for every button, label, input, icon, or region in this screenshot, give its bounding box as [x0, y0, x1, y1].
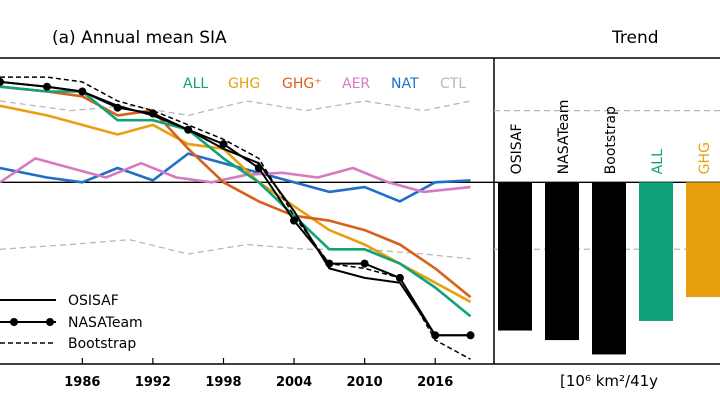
- nasateam-point: [0, 77, 4, 86]
- legend-marker-nasateam-2: [46, 318, 54, 326]
- x-tick-label: 2010: [347, 375, 383, 390]
- nasateam-point: [184, 125, 193, 134]
- ctl-band-lower: [0, 239, 471, 260]
- legend-entry-nat: NAT: [391, 76, 419, 92]
- trend-bar-osisaf: [498, 182, 532, 331]
- nasateam-point: [254, 164, 263, 172]
- nasateam-point: [78, 87, 87, 96]
- nasateam-point: [466, 331, 475, 340]
- legend-entry-osisaf: OSISAF: [68, 293, 119, 309]
- legend-entry-aer: AER: [342, 76, 370, 92]
- trend-label-osisaf: OSISAF: [509, 124, 525, 175]
- trend-bar-bootstrap: [592, 182, 626, 355]
- nasateam-point: [148, 109, 157, 118]
- x-tick-label: 2004: [276, 375, 312, 390]
- nasateam-point: [360, 259, 369, 268]
- series-line-all: [0, 85, 472, 318]
- series-line-ghg-plus: [0, 85, 472, 299]
- x-axis: 1986 1992 1998 2004 2010 2016: [64, 358, 453, 390]
- x-tick-label: 1986: [64, 375, 100, 390]
- trend-title: Trend: [611, 28, 659, 48]
- trend-label-nasateam: NASATeam: [556, 100, 572, 175]
- trend-bar-nasateam: [545, 182, 579, 341]
- series-line-nasateam: [0, 80, 471, 337]
- legend-entry-nasateam: NASATeam: [68, 315, 143, 331]
- trend-panel: OSISAF NASATeam Bootstrap ALL GHG: [494, 100, 720, 355]
- obs-legend: OSISAF NASATeam Bootstrap: [0, 293, 143, 352]
- legend-entry-ctl: CTL: [440, 76, 466, 92]
- ctl-spread-bands: [0, 100, 471, 260]
- trend-label-bootstrap: Bootstrap: [603, 106, 619, 174]
- x-tick-label: 1998: [205, 375, 241, 390]
- chart-title: (a) Annual mean SIA: [52, 28, 227, 48]
- series-line-ghg: [0, 104, 472, 303]
- legend-entry-ghg-plus: GHG⁺: [282, 76, 322, 92]
- legend-entry-all: ALL: [183, 76, 208, 92]
- legend-entry-bootstrap: Bootstrap: [68, 336, 136, 352]
- trend-label-all: ALL: [650, 149, 666, 174]
- series-line-nat: [0, 152, 471, 203]
- trend-label-ghg: GHG: [697, 142, 713, 174]
- trend-bar-all: [639, 182, 673, 321]
- trend-bar-ghg: [686, 182, 720, 298]
- nasateam-point: [113, 103, 122, 112]
- legend-entry-ghg: GHG: [228, 76, 260, 92]
- model-legend: ALL GHG GHG⁺ AER NAT CTL: [183, 76, 466, 92]
- x-tick-label: 1992: [135, 375, 171, 390]
- series-line-bootstrap: [0, 76, 471, 360]
- series-layer: [0, 76, 475, 360]
- series-line-aer: [0, 157, 471, 194]
- unit-label: [10⁶ km²/41y: [560, 372, 658, 390]
- nasateam-point: [219, 140, 228, 149]
- legend-marker-nasateam-1: [10, 318, 18, 326]
- ctl-band-upper: [0, 100, 471, 117]
- x-tick-label: 2016: [417, 375, 453, 390]
- nasateam-point: [43, 82, 51, 91]
- nasateam-point: [431, 331, 440, 340]
